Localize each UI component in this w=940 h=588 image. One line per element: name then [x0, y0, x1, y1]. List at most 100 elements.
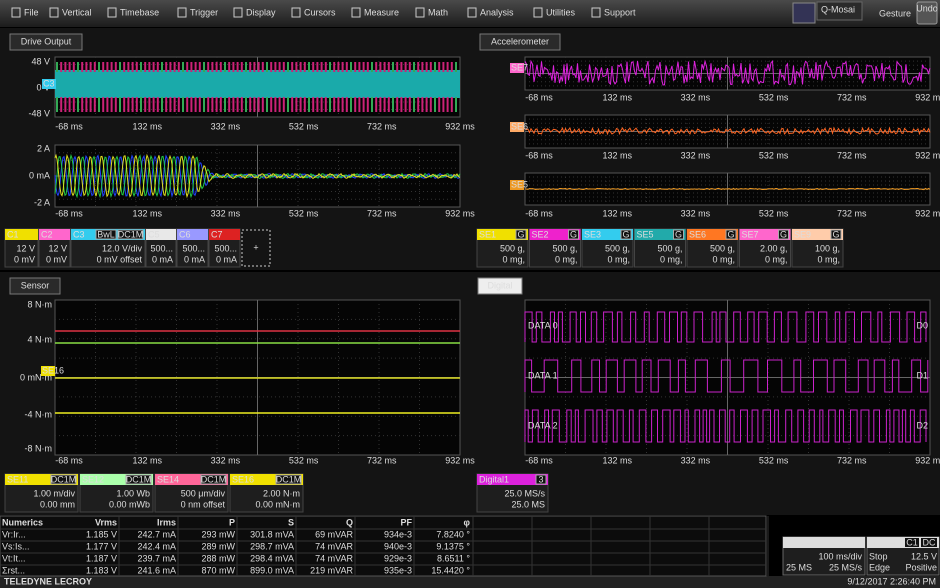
- menu-item[interactable]: File: [24, 7, 39, 17]
- channel-badge: [117, 229, 144, 240]
- x-axis-label: -68 ms: [55, 121, 83, 131]
- trigger-type: Edge: [869, 562, 890, 572]
- y-axis-label: 8 N·m: [28, 299, 53, 309]
- x-axis-label: 332 ms: [681, 455, 711, 465]
- panel-tab[interactable]: [477, 277, 523, 295]
- waveform-digital: [524, 409, 927, 443]
- channel-badge: [830, 229, 842, 240]
- menu-item[interactable]: Cursors: [304, 7, 336, 17]
- panel-tab[interactable]: [479, 33, 561, 51]
- trace-marker: [41, 366, 55, 376]
- channel-label: C6: [179, 229, 191, 239]
- waveform-digital: [524, 311, 927, 343]
- channel-tag: [209, 229, 240, 240]
- menu-item[interactable]: Display: [246, 7, 276, 17]
- channel-setting: 0.00 mm: [40, 499, 75, 509]
- table-cell: 1.187 V: [86, 553, 117, 563]
- channel-setting: 500 g,: [657, 243, 682, 253]
- channel-label: C7: [211, 229, 223, 239]
- layout-box[interactable]: [816, 1, 863, 21]
- channel-setting: 0 mg,: [607, 254, 630, 264]
- channel-badge: [568, 229, 579, 240]
- menu-item[interactable]: Support: [604, 7, 636, 17]
- menu-icon: [351, 7, 361, 18]
- channel-setting: 0 mg,: [817, 254, 840, 264]
- channel-label: C3: [73, 229, 85, 239]
- table-cell: 940e-3: [384, 541, 412, 551]
- table-cell: 1.183 V: [86, 565, 117, 575]
- x-axis-label: 132 ms: [132, 208, 162, 218]
- table-cell: 1.177 V: [86, 541, 117, 551]
- trace-marker-label: SE6: [511, 121, 528, 131]
- channel-badge-label: 3: [538, 474, 543, 484]
- timestamp: 9/12/2017 2:26:40 PM: [847, 576, 936, 586]
- x-axis-label: 332 ms: [211, 455, 241, 465]
- y-axis-label: -48 V: [28, 108, 50, 118]
- channel-badge-label: G: [517, 229, 524, 239]
- channel-tag: [687, 229, 738, 240]
- trigger-level: 12.5 V: [911, 551, 937, 561]
- channel-label: SE9: [794, 229, 811, 239]
- tab-label: Digital: [487, 280, 512, 290]
- table-cell: 8.6511 °: [437, 553, 470, 563]
- panel-tab[interactable]: [9, 277, 61, 295]
- menu-item[interactable]: Utilities: [546, 7, 576, 17]
- channel-label: Digital1: [479, 474, 509, 484]
- menu-item[interactable]: Analysis: [480, 7, 514, 17]
- table-cell: Irms: [157, 517, 176, 527]
- table-cell: 293 mW: [201, 529, 235, 539]
- x-axis-label: -68 ms: [525, 208, 553, 218]
- table-cell: 870 mW: [201, 565, 235, 575]
- x-axis-label: 932 ms: [915, 92, 940, 102]
- y-axis-label: -2 A: [34, 197, 50, 207]
- x-axis-label: 332 ms: [681, 208, 711, 218]
- row-label: Numerics: [2, 517, 43, 527]
- table-cell: 242.4 mA: [137, 541, 176, 551]
- y-axis-label: 0 mA: [29, 170, 50, 180]
- digital-line-label: DATA 0: [528, 320, 558, 330]
- add-channel-button[interactable]: [241, 229, 271, 267]
- timebase-delay: -432 ms: [829, 537, 862, 547]
- y-axis-label: -4 N·m: [25, 409, 53, 419]
- x-axis-label: 532 ms: [289, 121, 319, 131]
- channel-tag: [39, 229, 70, 240]
- menu-item[interactable]: Vertical: [62, 7, 92, 17]
- x-axis-label: 732 ms: [367, 121, 397, 131]
- channel-label: SE6: [689, 229, 706, 239]
- trigger-mode: Stop: [869, 551, 888, 561]
- layout-icon: [792, 2, 816, 24]
- menu-item[interactable]: Timebase: [120, 7, 159, 17]
- channel-setting: 500...: [182, 243, 205, 253]
- menu-item[interactable]: Measure: [364, 7, 399, 17]
- menu-item[interactable]: Trigger: [190, 7, 218, 17]
- x-axis-label: 532 ms: [759, 150, 789, 160]
- table-cell: PF: [400, 517, 412, 527]
- menu-icon: [291, 7, 301, 18]
- digital-marker: D2: [916, 420, 928, 430]
- x-axis-label: 332 ms: [211, 208, 241, 218]
- channel-setting: 0 mg,: [765, 254, 788, 264]
- trigger-coupling: DC: [923, 537, 936, 547]
- channel-badge-label: DC1M: [276, 474, 302, 484]
- x-axis-label: 932 ms: [915, 455, 940, 465]
- channel-setting: 0.00 mWb: [109, 499, 150, 509]
- panel-tab[interactable]: [9, 33, 83, 51]
- channel-setting: 0 mV offset: [97, 254, 143, 264]
- channel-setting: 1.00 m/div: [33, 488, 75, 498]
- channel-setting: 0 nm offset: [181, 499, 226, 509]
- menu-icon: [533, 7, 543, 18]
- x-axis-label: 732 ms: [837, 208, 867, 218]
- x-axis-label: -68 ms: [55, 208, 83, 218]
- table-cell: 899.0 mVA: [250, 565, 294, 575]
- channel-badge-label: G: [727, 229, 734, 239]
- menu-item[interactable]: Math: [428, 7, 448, 17]
- channel-setting: 0 mV: [46, 254, 67, 264]
- channel-setting: 0 mg,: [555, 254, 578, 264]
- undo-button[interactable]: [916, 1, 938, 25]
- channel-setting: 25.0 MS/s: [504, 488, 545, 498]
- channel-badge: [620, 229, 632, 240]
- x-axis-label: 932 ms: [915, 150, 940, 160]
- x-axis-label: -68 ms: [525, 92, 553, 102]
- channel-badge-label: G: [570, 229, 577, 239]
- waveform-se7: [524, 59, 931, 86]
